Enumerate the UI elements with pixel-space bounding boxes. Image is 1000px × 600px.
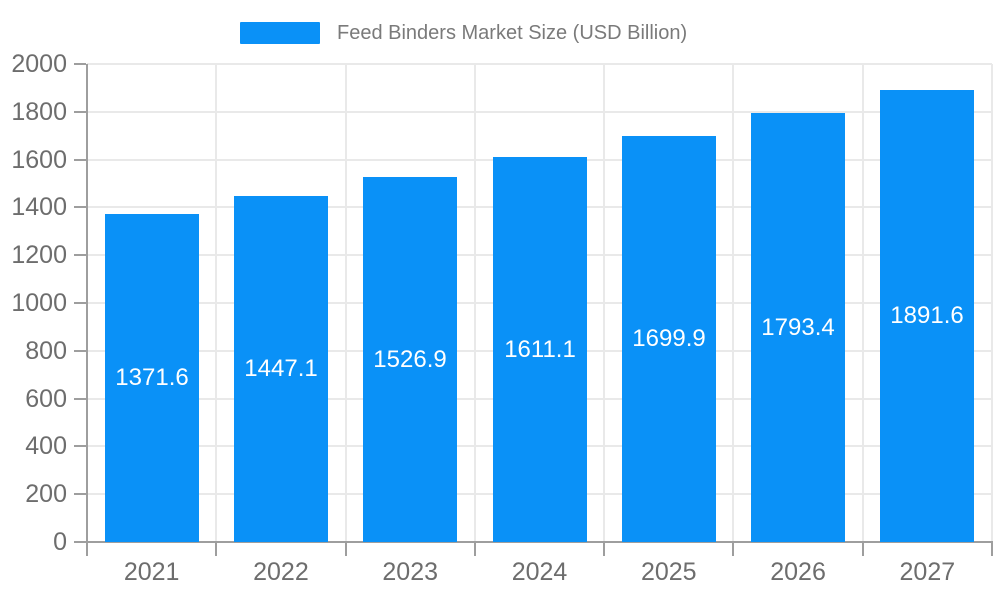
y-tick bbox=[74, 397, 86, 400]
y-tick bbox=[74, 349, 86, 352]
y-tick bbox=[74, 206, 86, 209]
y-axis-label: 1400 bbox=[11, 193, 67, 222]
y-axis-line bbox=[86, 64, 88, 542]
gridline-v bbox=[861, 64, 864, 542]
bar-value-label: 1526.9 bbox=[373, 345, 447, 373]
y-tick bbox=[74, 254, 86, 257]
y-tick bbox=[74, 158, 86, 161]
x-axis-label: 2021 bbox=[123, 558, 180, 586]
y-axis-label: 1000 bbox=[11, 289, 67, 317]
y-axis-label: 400 bbox=[25, 432, 67, 461]
gridline-v bbox=[215, 64, 218, 542]
legend-label: Feed Binders Market Size (USD Billion) bbox=[337, 22, 688, 44]
y-axis-label: 1600 bbox=[11, 145, 67, 174]
y-tick bbox=[74, 493, 86, 496]
x-tick bbox=[603, 541, 606, 556]
y-axis-label: 800 bbox=[25, 336, 67, 365]
y-tick bbox=[74, 63, 86, 65]
y-axis-label: 1200 bbox=[11, 241, 67, 270]
bar-value-label: 1699.9 bbox=[632, 325, 706, 352]
gridline-v bbox=[473, 64, 476, 542]
legend-item[interactable]: Feed Binders Market Size (USD Billion) bbox=[240, 21, 687, 45]
bar-2022[interactable]: 1447.1 bbox=[234, 196, 328, 542]
bar-2025[interactable]: 1699.9 bbox=[622, 136, 716, 542]
x-tick bbox=[473, 541, 476, 556]
bar-value-label: 1611.1 bbox=[504, 335, 576, 363]
bar-2023[interactable]: 1526.9 bbox=[363, 177, 457, 542]
x-tick bbox=[215, 541, 218, 556]
x-axis-label: 2023 bbox=[382, 558, 439, 586]
gridline-v bbox=[732, 64, 735, 542]
y-axis-label: 200 bbox=[25, 480, 67, 509]
x-axis-label: 2026 bbox=[770, 558, 826, 586]
gridline-h bbox=[87, 63, 992, 65]
x-axis-label: 2022 bbox=[253, 558, 309, 586]
bar-2021[interactable]: 1371.6 bbox=[105, 214, 199, 542]
y-tick bbox=[74, 445, 86, 448]
x-tick bbox=[991, 541, 993, 556]
x-tick bbox=[86, 541, 88, 556]
y-tick bbox=[74, 110, 86, 113]
gridline-v bbox=[344, 64, 347, 542]
x-axis-label: 2027 bbox=[899, 558, 956, 586]
bar-2026[interactable]: 1793.4 bbox=[751, 113, 845, 542]
x-axis-label: 2024 bbox=[511, 558, 568, 586]
gridline-h bbox=[87, 110, 992, 113]
bar-value-label: 1793.4 bbox=[761, 313, 835, 341]
bar-value-label: 1891.6 bbox=[890, 302, 964, 329]
x-tick bbox=[732, 541, 735, 556]
y-tick bbox=[74, 302, 86, 304]
x-tick bbox=[861, 541, 864, 556]
gridline-v bbox=[603, 64, 606, 542]
gridline-v bbox=[991, 64, 993, 542]
legend-swatch bbox=[240, 22, 320, 44]
y-axis-label: 600 bbox=[25, 384, 67, 413]
x-axis-label: 2025 bbox=[640, 558, 697, 586]
y-axis-label: 0 bbox=[53, 528, 67, 556]
y-tick bbox=[74, 541, 86, 543]
y-axis-label: 1800 bbox=[11, 97, 67, 126]
x-axis-line bbox=[86, 541, 993, 543]
bar-value-label: 1371.6 bbox=[115, 364, 189, 391]
bar-2027[interactable]: 1891.6 bbox=[880, 90, 974, 542]
x-tick bbox=[344, 541, 347, 556]
y-axis-label: 2000 bbox=[11, 50, 67, 78]
bar-value-label: 1447.1 bbox=[244, 355, 318, 382]
bar-2024[interactable]: 1611.1 bbox=[493, 157, 587, 542]
